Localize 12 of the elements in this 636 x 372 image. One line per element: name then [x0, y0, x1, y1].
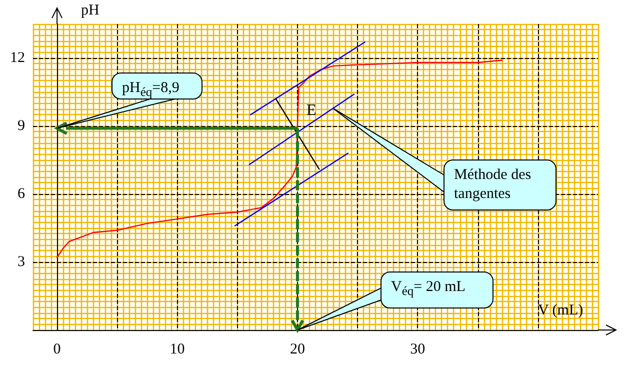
y-axis-title: pH: [81, 2, 100, 18]
y-tick-label: 3: [18, 254, 25, 270]
x-tick-label: 30: [410, 342, 426, 358]
x-tick-label: 20: [290, 342, 305, 358]
annotation: pH$_{éq}$=8,9: [121, 79, 180, 101]
annotation: Méthode des tangentes: [446, 161, 554, 209]
x-tick-label: 0: [53, 342, 61, 358]
annotation: V$_{éq}$= 20 mL: [383, 273, 491, 306]
y-tick-label: 12: [10, 50, 25, 66]
y-tick-label: 6: [18, 186, 26, 202]
x-tick-label: 10: [170, 342, 185, 358]
y-tick-label: 9: [18, 118, 25, 134]
